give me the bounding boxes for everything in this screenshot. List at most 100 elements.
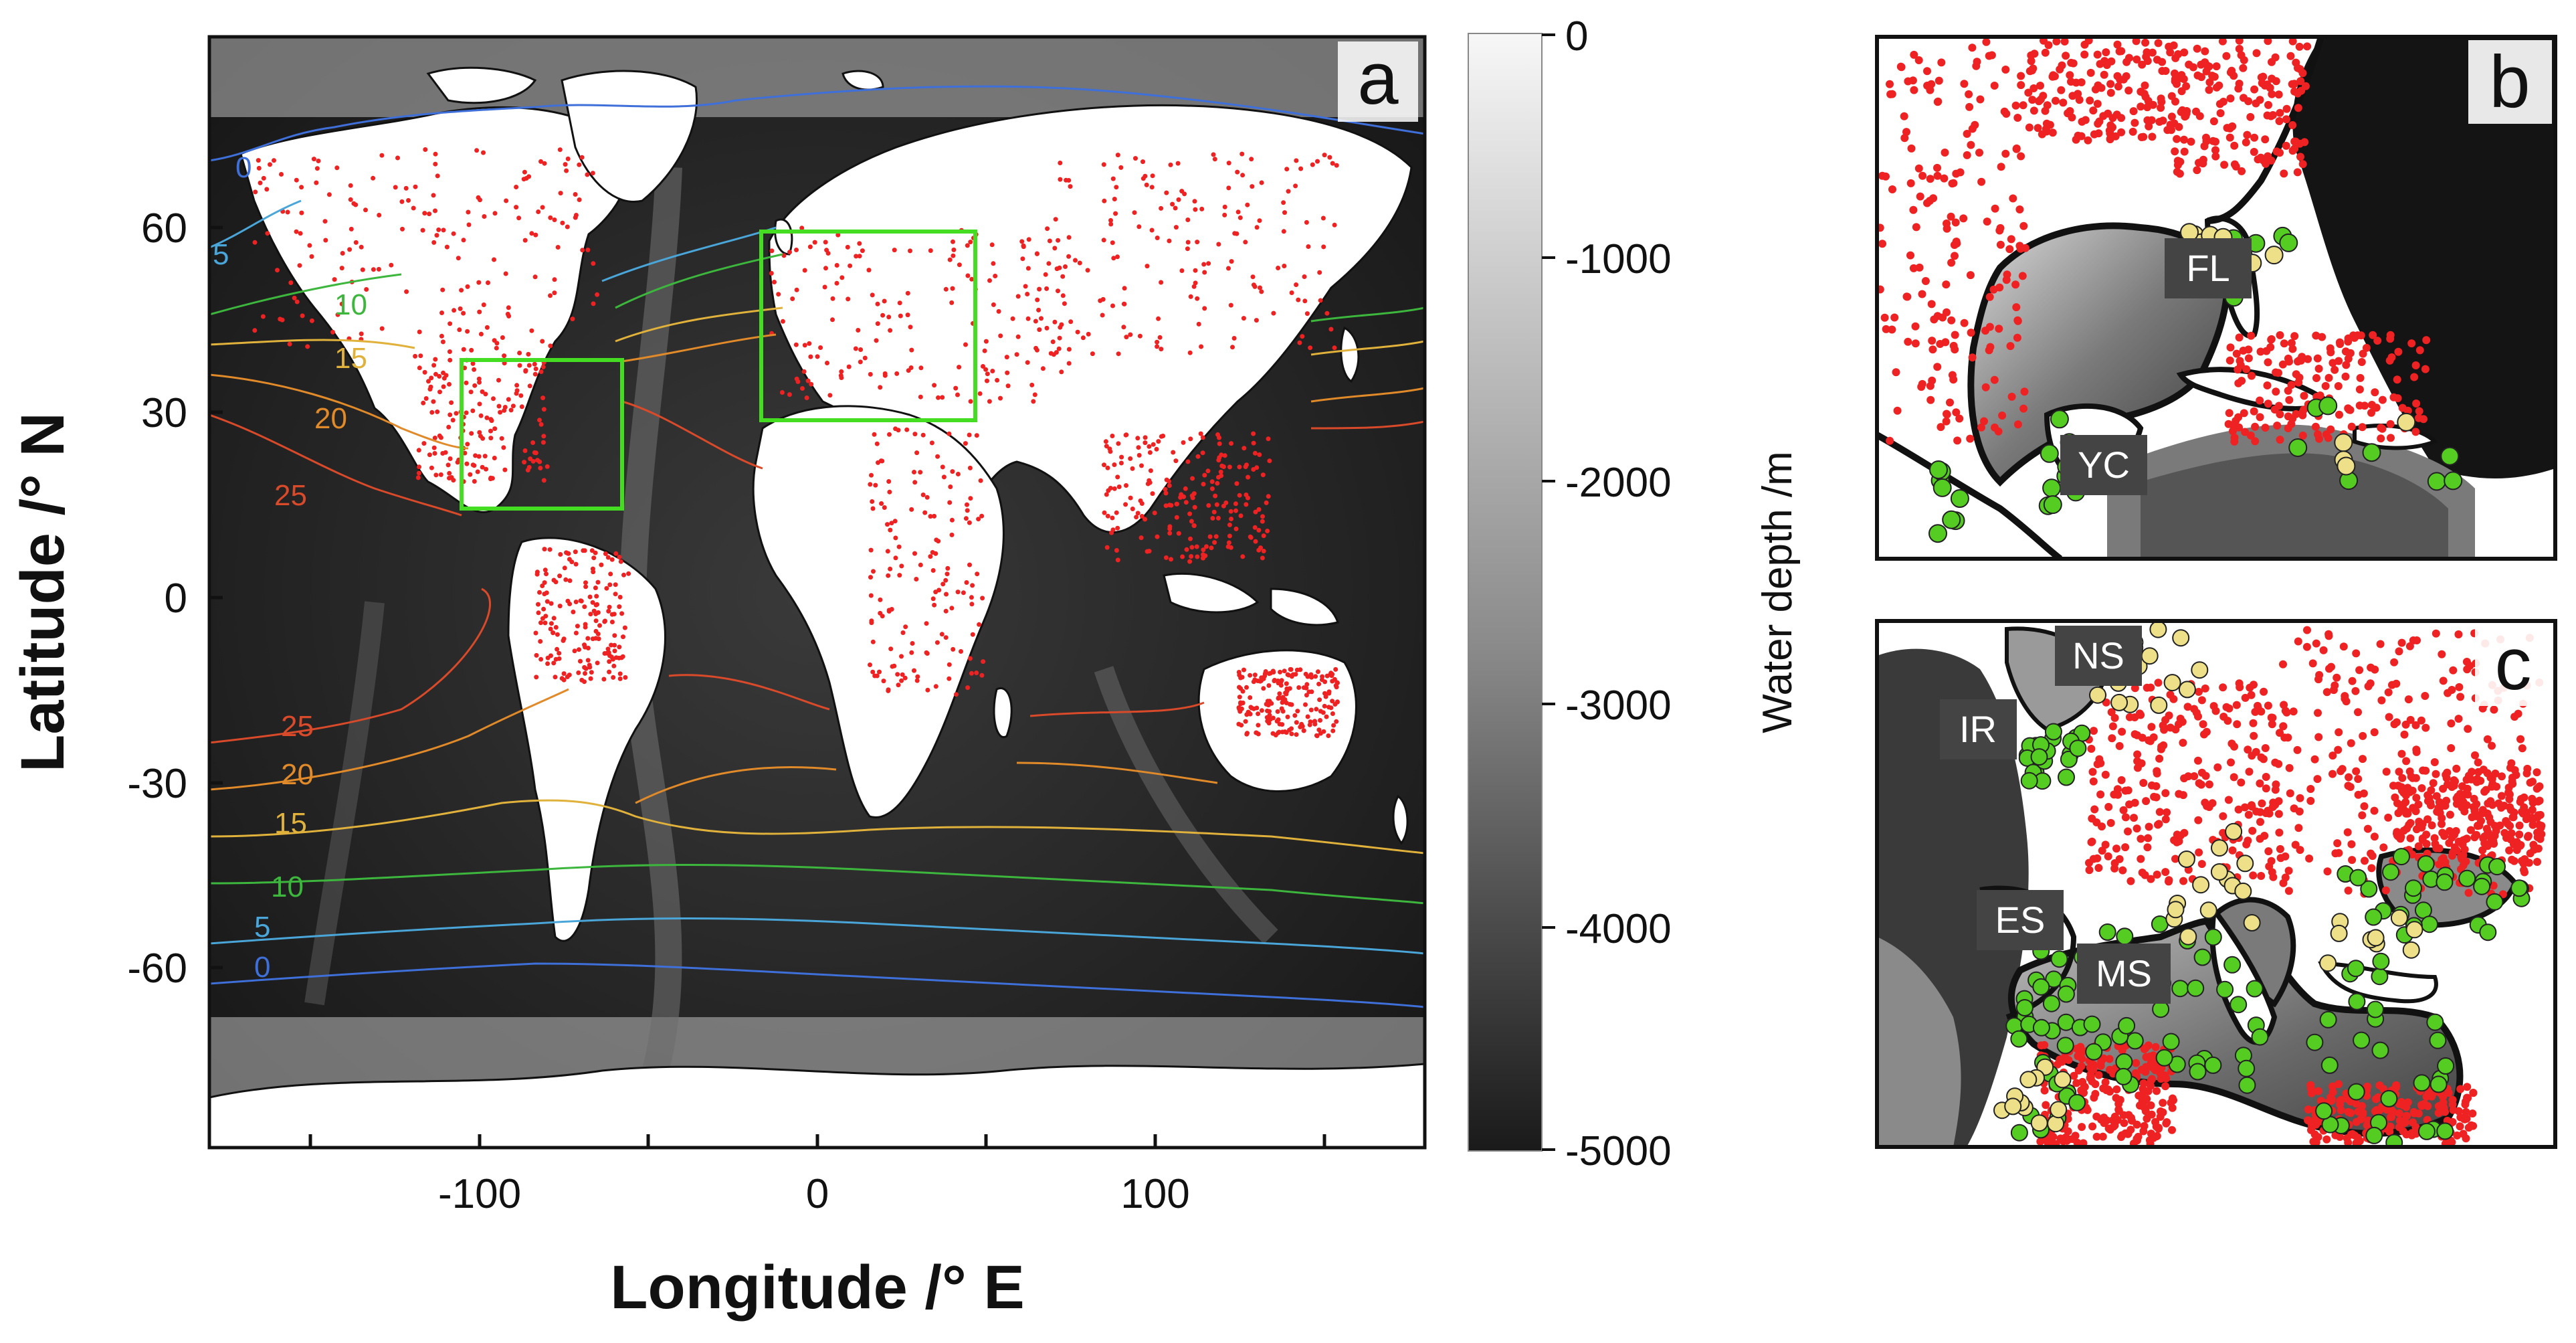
occurrence-point <box>571 610 576 614</box>
occurrence-point <box>2194 756 2202 765</box>
occurrence-point <box>2157 104 2165 112</box>
occurrence-point <box>486 280 490 285</box>
occurrence-point <box>2216 109 2225 118</box>
occurrence-point <box>2314 1087 2322 1095</box>
occurrence-point <box>2250 731 2258 740</box>
y-axis-title: Latitude /° N <box>9 412 77 772</box>
occurrence-point <box>2359 755 2367 764</box>
occurrence-point <box>1940 174 1949 183</box>
occurrence-point <box>1104 492 1109 497</box>
occurrence-point <box>1956 168 1965 177</box>
occurrence-point <box>552 277 557 282</box>
occurrence-point <box>529 231 534 236</box>
panel-letter-b: b <box>2489 41 2530 123</box>
occurrence-point <box>2098 822 2106 831</box>
occurrence-point <box>491 396 496 401</box>
occurrence-point <box>2229 427 2237 436</box>
occurrence-point <box>1150 173 1155 179</box>
occurrence-point <box>2117 776 2126 784</box>
occurrence-point <box>2353 1031 2371 1049</box>
occurrence-point <box>449 400 454 406</box>
occurrence-point <box>2258 79 2266 88</box>
occurrence-point <box>1951 252 1959 260</box>
occurrence-point <box>1102 198 1107 203</box>
occurrence-point <box>1026 237 1031 242</box>
occurrence-point <box>423 147 428 152</box>
occurrence-point <box>978 478 983 483</box>
occurrence-point <box>2292 410 2300 418</box>
occurrence-point <box>1178 495 1183 500</box>
occurrence-point <box>2334 382 2343 390</box>
occurrence-point <box>2251 437 2260 446</box>
occurrence-point <box>2157 98 2166 106</box>
occurrence-point <box>1316 727 1322 733</box>
occurrence-point <box>573 549 578 555</box>
occurrence-point <box>588 676 593 681</box>
occurrence-point <box>441 228 446 233</box>
occurrence-point <box>2050 950 2068 968</box>
occurrence-point <box>2171 980 2189 998</box>
occurrence-point <box>2288 438 2308 457</box>
occurrence-point <box>582 679 587 685</box>
occurrence-point <box>2312 639 2320 648</box>
occurrence-point <box>2251 422 2260 431</box>
occurrence-point <box>376 266 381 272</box>
occurrence-point <box>2126 1032 2144 1050</box>
occurrence-point <box>1143 440 1148 446</box>
occurrence-point <box>1113 211 1118 216</box>
occurrence-point <box>896 544 902 549</box>
occurrence-point <box>433 472 439 478</box>
occurrence-point <box>2066 107 2074 115</box>
occurrence-point <box>1056 346 1062 351</box>
contour-line-25-north-b <box>621 400 763 470</box>
occurrence-point <box>2235 423 2244 432</box>
occurrence-point <box>2369 331 2377 339</box>
occurrence-point <box>492 257 496 262</box>
occurrence-point <box>935 454 940 459</box>
occurrence-point <box>2161 1082 2170 1091</box>
occurrence-point <box>602 651 607 656</box>
occurrence-point <box>395 155 400 161</box>
occurrence-point <box>503 271 508 276</box>
occurrence-point <box>482 214 487 219</box>
y-tick-label: -30 <box>127 761 187 807</box>
occurrence-point <box>934 640 940 645</box>
occurrence-point <box>2348 856 2357 865</box>
occurrence-point <box>2478 846 2487 855</box>
panel-b-gulf-map: FL YC b <box>1875 35 2557 561</box>
occurrence-point <box>2042 119 2051 128</box>
occurrence-point <box>2322 688 2331 697</box>
occurrence-point <box>2460 807 2469 816</box>
contour-line-0-south <box>209 962 1425 1008</box>
occurrence-point <box>364 287 369 292</box>
region-label-bg <box>1977 890 2064 950</box>
occurrence-point <box>1052 319 1058 325</box>
occurrence-point <box>609 642 614 648</box>
occurrence-point <box>483 391 488 397</box>
occurrence-point <box>2473 811 2482 819</box>
occurrence-point <box>2275 828 2284 837</box>
occurrence-point <box>538 620 543 626</box>
occurrence-point <box>603 551 608 556</box>
occurrence-point <box>429 410 435 415</box>
occurrence-point <box>889 521 894 526</box>
occurrence-point <box>2384 813 2393 822</box>
occurrence-point <box>300 313 305 319</box>
occurrence-point <box>1246 495 1250 501</box>
occurrence-point <box>476 454 482 459</box>
land-masses <box>209 66 1425 1148</box>
occurrence-point <box>2086 96 2094 105</box>
occurrence-point <box>2110 713 2119 722</box>
occurrence-point <box>506 313 512 319</box>
occurrence-point <box>2108 722 2117 731</box>
occurrence-point <box>2124 1111 2133 1120</box>
occurrence-point <box>2192 107 2200 116</box>
occurrence-point <box>2459 836 2468 844</box>
occurrence-point <box>540 205 545 210</box>
occurrence-point <box>1244 731 1250 737</box>
occurrence-point <box>2141 92 2150 101</box>
occurrence-point <box>1308 707 1314 713</box>
occurrence-point <box>1209 479 1215 484</box>
occurrence-point <box>2402 941 2420 959</box>
occurrence-point <box>359 244 364 250</box>
